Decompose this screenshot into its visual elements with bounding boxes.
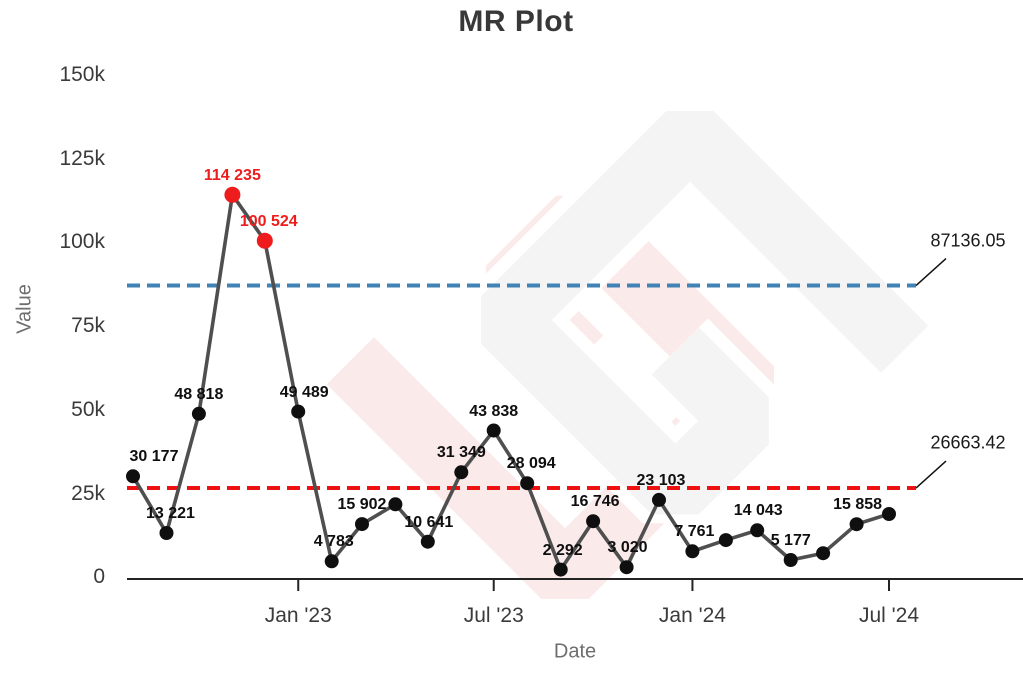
data-point-marker[interactable] bbox=[291, 404, 306, 419]
data-point-marker[interactable] bbox=[191, 406, 206, 421]
y-tick-label: 75k bbox=[71, 314, 105, 338]
annotation-leader-line bbox=[915, 257, 947, 287]
x-axis-title: Date bbox=[553, 640, 597, 663]
data-point-label: 15 902 bbox=[337, 496, 387, 514]
y-tick-label: 0 bbox=[93, 565, 105, 589]
reference-line-label: 87136.05 bbox=[930, 230, 1006, 251]
data-point-marker[interactable] bbox=[520, 476, 535, 491]
data-point-marker[interactable] bbox=[849, 517, 864, 532]
data-point-marker[interactable] bbox=[324, 554, 339, 569]
data-point-label: 28 094 bbox=[506, 455, 556, 473]
data-point-marker[interactable] bbox=[355, 517, 369, 532]
x-tick-label: Jan '24 bbox=[658, 604, 726, 627]
series-line bbox=[131, 190, 890, 574]
data-point-marker[interactable] bbox=[750, 523, 765, 538]
data-point-label: 23 103 bbox=[636, 471, 686, 489]
data-point-label: 48 818 bbox=[174, 385, 224, 403]
data-point-label: 114 235 bbox=[203, 166, 261, 184]
outlier-point-marker[interactable] bbox=[224, 186, 241, 203]
data-point-label: 13 221 bbox=[146, 505, 195, 523]
data-point-label: 5 177 bbox=[770, 531, 811, 549]
y-tick-label: 50k bbox=[71, 397, 105, 421]
chart-title: MR Plot bbox=[458, 5, 574, 38]
data-point-marker[interactable] bbox=[882, 507, 896, 521]
data-point-marker[interactable] bbox=[783, 553, 798, 567]
data-point-label: 14 043 bbox=[733, 502, 783, 520]
data-point-label: 49 489 bbox=[279, 383, 329, 401]
data-point-marker[interactable] bbox=[652, 492, 666, 507]
data-point-label: 100 524 bbox=[239, 212, 298, 230]
data-point-label: 10 641 bbox=[404, 513, 454, 531]
data-point-marker[interactable] bbox=[816, 546, 831, 561]
data-point-marker[interactable] bbox=[454, 465, 469, 480]
data-point-marker[interactable] bbox=[420, 534, 435, 549]
data-point-marker[interactable] bbox=[126, 469, 140, 484]
annotation-leader-line bbox=[915, 460, 947, 489]
brand-logo-watermark bbox=[481, 111, 929, 515]
data-point-label: 3 020 bbox=[607, 539, 648, 557]
y-tick-label: 25k bbox=[71, 481, 105, 505]
data-point-marker[interactable] bbox=[486, 423, 501, 438]
reference-line-label: 26663.42 bbox=[930, 432, 1006, 453]
data-point-marker[interactable] bbox=[685, 544, 700, 559]
x-tick-label: Jan '23 bbox=[264, 604, 332, 627]
data-point-label: 15 858 bbox=[833, 496, 883, 514]
y-tick-label: 100k bbox=[59, 230, 105, 254]
data-point-label: 31 349 bbox=[436, 444, 486, 462]
data-point-label: 4 783 bbox=[313, 533, 354, 551]
data-point-label: 43 838 bbox=[469, 402, 519, 420]
data-point-marker[interactable] bbox=[553, 562, 568, 577]
data-point-marker[interactable] bbox=[619, 560, 634, 575]
data-point-marker[interactable] bbox=[718, 533, 733, 548]
data-point-marker[interactable] bbox=[159, 526, 174, 540]
data-point-marker[interactable] bbox=[388, 497, 403, 512]
x-tick-label: Jul '24 bbox=[858, 604, 920, 627]
y-tick-label: 150k bbox=[59, 63, 105, 87]
data-point-label: 30 177 bbox=[129, 448, 179, 466]
data-point-label: 2 292 bbox=[542, 541, 583, 559]
x-tick-label: Jul '23 bbox=[463, 604, 524, 627]
data-point-marker[interactable] bbox=[586, 514, 601, 529]
y-axis-title: Value bbox=[13, 284, 36, 334]
data-point-label: 16 746 bbox=[570, 493, 620, 511]
outlier-point-marker[interactable] bbox=[256, 232, 273, 249]
y-tick-label: 125k bbox=[59, 146, 105, 170]
data-point-label: 7 761 bbox=[674, 523, 715, 541]
